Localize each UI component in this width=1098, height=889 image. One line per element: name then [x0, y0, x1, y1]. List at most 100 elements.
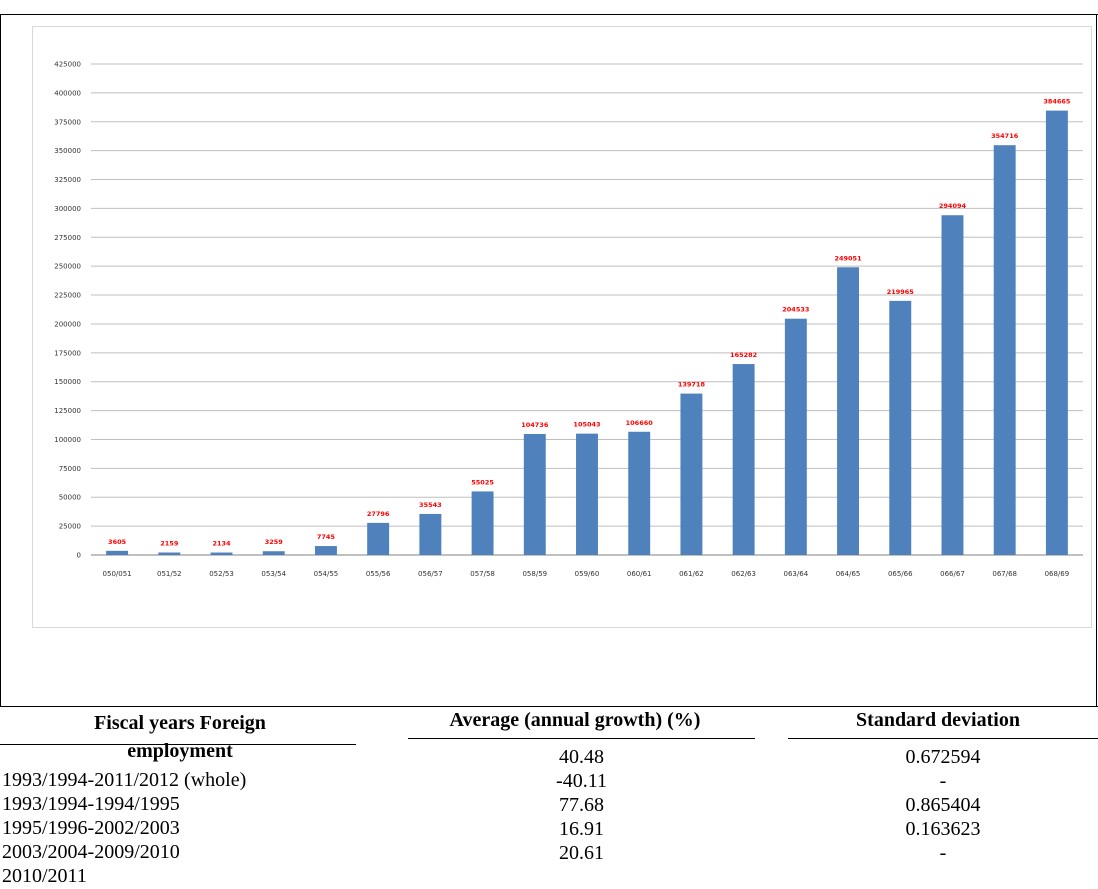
y-tick-label: 300000: [54, 205, 81, 213]
bar: [889, 300, 912, 555]
x-tick-label: 050/051: [103, 570, 132, 578]
frame-left-border: [0, 14, 1, 707]
bar: [680, 393, 703, 555]
y-tick-label: 350000: [54, 147, 81, 155]
data-label: 7745: [317, 533, 336, 541]
data-label: 105043: [573, 421, 600, 429]
x-tick-label: 065/66: [888, 570, 913, 578]
y-tick-label: 250000: [54, 263, 81, 271]
x-tick-label: 056/57: [418, 570, 443, 578]
y-tick-label: 425000: [54, 61, 81, 69]
x-tick-label: 058/59: [522, 570, 547, 578]
std-dev-cell: 0.672594: [905, 746, 981, 768]
period-cell: 1993/1994-2011/2012 (whole): [2, 769, 247, 791]
frame-top-border: [0, 14, 1098, 15]
std-dev-cell: -: [939, 770, 947, 792]
data-label: 384665: [1043, 98, 1071, 106]
bar: [262, 551, 285, 555]
x-tick-label: 060/61: [627, 570, 652, 578]
y-tick-label: 225000: [54, 292, 81, 300]
data-label: 204533: [782, 306, 809, 314]
bar: [471, 491, 494, 555]
x-tick-label: 061/62: [679, 570, 704, 578]
y-tick-label: 75000: [59, 465, 81, 473]
y-tick-label: 175000: [54, 349, 81, 357]
data-label: 106660: [626, 419, 654, 427]
period-cell: 2003/2004-2009/2010: [2, 841, 180, 863]
y-tick-label: 200000: [54, 320, 81, 328]
bar: [576, 433, 598, 555]
x-tick-label: 057/58: [470, 570, 495, 578]
y-tick-label: 25000: [59, 523, 81, 531]
data-label: 35543: [419, 501, 442, 509]
bar: [993, 145, 1016, 555]
data-label: 55025: [471, 478, 494, 486]
y-tick-label: 125000: [54, 407, 81, 415]
data-label: 165282: [730, 351, 757, 359]
x-tick-label: 059/60: [575, 570, 600, 578]
y-tick-label: 150000: [54, 378, 81, 386]
y-tick-label: 275000: [54, 234, 81, 242]
period-cell: 1995/1996-2002/2003: [2, 817, 180, 839]
bar: [367, 522, 390, 555]
x-tick-label: 064/65: [836, 570, 861, 578]
bar: [210, 552, 233, 555]
data-label: 294094: [939, 202, 967, 210]
std-dev-cell: -: [939, 842, 947, 864]
header-rule-2: [408, 738, 755, 739]
y-tick-label: 325000: [54, 176, 81, 184]
bar: [784, 318, 807, 555]
y-tick-label: 100000: [54, 436, 81, 444]
bar: [158, 552, 181, 555]
x-tick-label: 051/52: [157, 570, 182, 578]
bar: [941, 215, 964, 555]
data-label: 354716: [991, 132, 1019, 140]
data-label: 2134: [212, 540, 231, 548]
x-tick-label: 067/68: [992, 570, 1017, 578]
x-tick-label: 053/54: [261, 570, 286, 578]
data-label: 104736: [521, 421, 549, 429]
y-tick-label: 400000: [54, 89, 81, 97]
frame-bottom-border: [0, 706, 1098, 707]
data-label: 27796: [367, 510, 390, 518]
x-tick-label: 068/69: [1045, 570, 1070, 578]
data-label: 139718: [678, 381, 706, 389]
header-average: Average (annual growth) (%): [449, 709, 701, 731]
average-cell: 16.91: [559, 818, 604, 840]
bar: [106, 550, 129, 555]
header-rule-3: [788, 738, 1098, 739]
bar-chart: 0 25000 50000 75000 100000 125000 150000 175000…: [54, 61, 1083, 578]
header-rule-1: [0, 744, 356, 745]
y-tick-label: 375000: [54, 118, 81, 126]
header-fiscal-years: Fiscal years Foreign employment: [94, 712, 266, 762]
period-cell: 2010/2011: [2, 865, 87, 887]
frame-right-border: [1096, 14, 1097, 707]
period-cell: 1993/1994-1994/1995: [2, 793, 180, 815]
bar: [732, 364, 755, 555]
x-tick-label: 054/55: [314, 570, 339, 578]
bar: [314, 546, 337, 555]
data-label: 249051: [834, 254, 862, 262]
bar: [1045, 110, 1068, 555]
std-dev-cell: 0.163623: [905, 818, 981, 840]
data-label: 3259: [265, 538, 284, 546]
x-tick-label: 063/64: [784, 570, 809, 578]
bar: [628, 431, 651, 555]
average-cell: -40.11: [556, 770, 607, 792]
x-tick-label: 062/63: [731, 570, 756, 578]
data-label: 2159: [160, 540, 179, 548]
average-cell: 20.61: [559, 842, 604, 864]
y-tick-label: 0: [77, 552, 81, 560]
data-label: 3605: [108, 538, 127, 546]
y-tick-label: 50000: [59, 494, 81, 502]
bar: [419, 513, 442, 555]
x-tick-label: 052/53: [209, 570, 234, 578]
average-cell: 77.68: [559, 794, 604, 816]
growth-table: Fiscal years Foreign employment Average …: [0, 706, 1098, 889]
x-tick-label: 066/67: [940, 570, 965, 578]
std-dev-cell: 0.865404: [905, 794, 981, 816]
x-tick-label: 055/56: [366, 570, 391, 578]
average-cell: 40.48: [559, 746, 604, 768]
bar: [837, 267, 860, 555]
data-label: 219965: [887, 288, 915, 296]
